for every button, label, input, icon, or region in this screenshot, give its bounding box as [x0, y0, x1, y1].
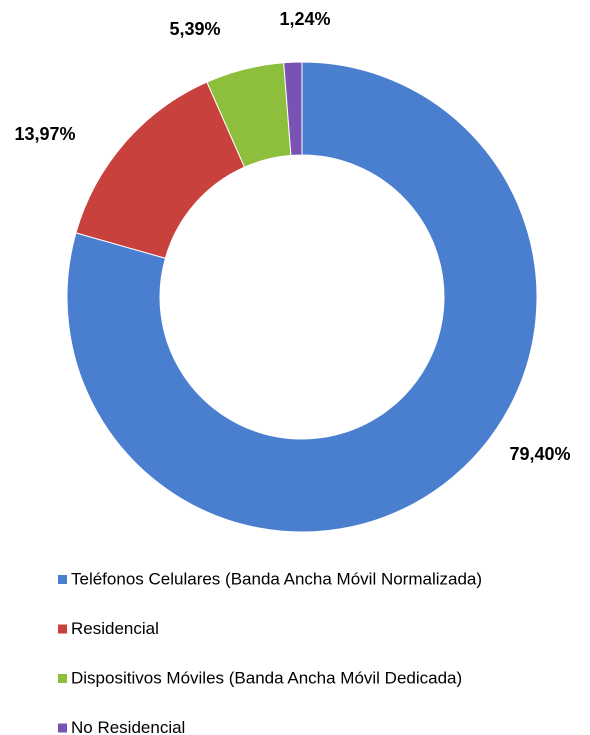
legend-swatch: [58, 723, 67, 733]
value-label: 79,40%: [509, 444, 570, 464]
donut-slice: [66, 61, 538, 533]
legend-swatch: [58, 624, 67, 634]
legend-label: Residencial: [71, 619, 159, 638]
legend-swatch: [58, 674, 67, 683]
value-label: 1,24%: [279, 9, 330, 29]
value-label: 13,97%: [14, 124, 75, 144]
legend-label: No Residencial: [71, 718, 185, 735]
donut-slice: [283, 61, 303, 156]
legend-label: Dispositivos Móviles (Banda Ancha Móvil …: [71, 668, 462, 687]
value-label: 5,39%: [169, 19, 220, 39]
legend-swatch: [58, 575, 67, 584]
legend-label: Teléfonos Celulares (Banda Ancha Móvil N…: [71, 569, 482, 588]
